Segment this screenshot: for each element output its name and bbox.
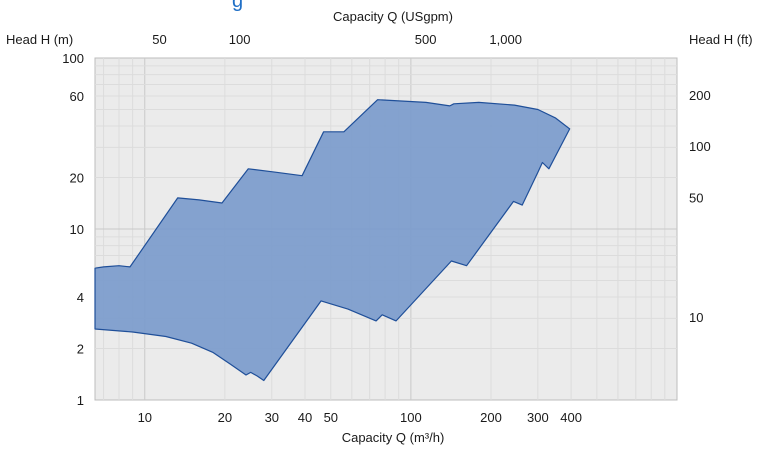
bottom-tick-label: 40 xyxy=(298,410,312,425)
left-tick-label: 2 xyxy=(77,342,84,357)
left-tick-labels: 1 2 4 10 20 60 100 xyxy=(62,51,84,408)
series-layer xyxy=(94,99,571,382)
right-tick-labels: 10 50 100 200 xyxy=(689,88,711,325)
bottom-axis-label: Capacity Q (m³/h) xyxy=(342,430,445,445)
bottom-tick-label: 400 xyxy=(560,410,582,425)
top-tick-label: 500 xyxy=(415,32,437,47)
left-tick-label: 1 xyxy=(77,393,84,408)
top-axis-label: Capacity Q (USgpm) xyxy=(333,9,453,24)
bottom-tick-label: 20 xyxy=(218,410,232,425)
bottom-tick-label: 300 xyxy=(527,410,549,425)
left-axis-label: Head H (m) xyxy=(6,32,73,47)
bottom-tick-label: 100 xyxy=(400,410,422,425)
right-tick-label: 10 xyxy=(689,310,703,325)
left-tick-label: 60 xyxy=(70,89,84,104)
right-tick-label: 50 xyxy=(689,191,703,206)
bottom-tick-label: 10 xyxy=(138,410,152,425)
top-tick-label: 50 xyxy=(152,32,166,47)
plot-area xyxy=(94,57,678,401)
right-tick-label: 100 xyxy=(689,139,711,154)
bottom-tick-label: 200 xyxy=(480,410,502,425)
left-tick-label: 4 xyxy=(77,290,84,305)
top-tick-labels: 50 100 500 1,000 xyxy=(152,32,522,47)
left-tick-label: 100 xyxy=(62,51,84,66)
bottom-tick-labels: 10 20 30 40 50 100 200 300 400 xyxy=(138,410,582,425)
right-tick-label: 200 xyxy=(689,88,711,103)
top-tick-label: 100 xyxy=(229,32,251,47)
performance-range-area xyxy=(94,99,571,382)
bottom-tick-label: 50 xyxy=(324,410,338,425)
top-tick-label: 1,000 xyxy=(489,32,522,47)
chart-title-fragment: g xyxy=(232,0,243,12)
bottom-tick-label: 30 xyxy=(265,410,279,425)
left-tick-label: 10 xyxy=(70,222,84,237)
left-tick-label: 20 xyxy=(70,171,84,186)
right-axis-label: Head H (ft) xyxy=(689,32,753,47)
